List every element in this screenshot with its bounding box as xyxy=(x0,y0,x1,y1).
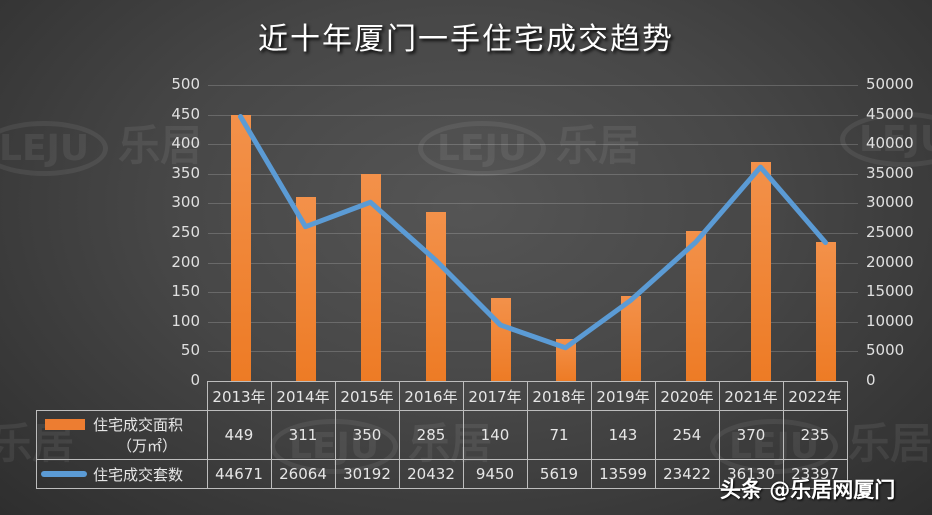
left-axis-tick: 0 xyxy=(190,371,200,389)
year-cell: 2016年 xyxy=(398,381,464,411)
gridline xyxy=(208,233,858,234)
bar-2014年 xyxy=(295,196,316,381)
year-cell: 2019年 xyxy=(590,381,656,411)
bar-2013年 xyxy=(230,115,251,381)
right-axis-tick: 40000 xyxy=(866,134,914,153)
left-axis-tick: 150 xyxy=(171,282,200,301)
gridline xyxy=(208,173,858,175)
year-cell: 2014年 xyxy=(270,381,336,411)
count-row: 住宅成交套数 44671 26064 30192 20432 9450 5619 13599… xyxy=(36,459,848,489)
data-table: 2013年 2014年 2015年 2016年 2017年 2018年 2019年 2020年… xyxy=(36,381,848,489)
area-cell: 370 xyxy=(718,410,784,460)
count-cell: 26064 xyxy=(270,459,336,489)
left-axis-tick: 250 xyxy=(171,223,200,241)
right-axis-tick: 25000 xyxy=(866,223,914,241)
bar-2015年 xyxy=(360,173,381,381)
right-axis-tick: 15000 xyxy=(866,282,914,301)
year-cell: 2013年 xyxy=(206,381,272,411)
right-axis-tick: 35000 xyxy=(866,163,914,182)
bar-2020年 xyxy=(685,230,706,381)
left-axis-tick: 200 xyxy=(171,252,200,271)
area-cell: 140 xyxy=(462,410,528,460)
right-axis-tick: 50000 xyxy=(866,75,914,93)
right-axis-tick: 10000 xyxy=(866,311,914,330)
count-cell: 36130 xyxy=(718,459,784,489)
area-row: 住宅成交面积 （万㎡） 449 311 350 285 140 71 143 254 370 23… xyxy=(36,410,848,460)
year-cell: 2021年 xyxy=(718,381,784,411)
gridline xyxy=(208,114,858,116)
area-cell: 71 xyxy=(526,410,592,460)
bar-2022年 xyxy=(815,241,836,381)
year-cell: 2015年 xyxy=(334,381,400,411)
left-axis-tick: 350 xyxy=(171,163,200,182)
left-axis-tick: 50 xyxy=(180,341,200,360)
left-axis-tick: 100 xyxy=(171,311,200,330)
year-cell: 2022年 xyxy=(782,381,848,411)
year-cell: 2017年 xyxy=(462,381,528,411)
count-cell: 9450 xyxy=(462,459,528,489)
line-swatch-icon xyxy=(41,471,87,477)
bar-2021年 xyxy=(750,161,771,381)
gridline xyxy=(208,262,858,264)
year-header-row: 2013年 2014年 2015年 2016年 2017年 2018年 2019年 2020年… xyxy=(36,381,848,411)
gridline xyxy=(208,292,858,294)
left-axis-tick: 300 xyxy=(171,193,200,212)
count-cell: 23397 xyxy=(782,459,848,489)
left-axis-tick: 450 xyxy=(171,104,200,123)
year-cell: 2018年 xyxy=(526,381,592,411)
count-cell: 5619 xyxy=(526,459,592,489)
watermark: LEJU xyxy=(840,112,932,167)
right-axis-tick: 30000 xyxy=(866,193,914,212)
count-cell: 23422 xyxy=(654,459,720,489)
plot-area xyxy=(208,85,858,381)
credit-watermark: 头条 @乐居网厦门 xyxy=(720,478,896,502)
gridline xyxy=(208,203,858,205)
area-cell: 285 xyxy=(398,410,464,460)
area-cell: 350 xyxy=(334,410,400,460)
line-series xyxy=(238,114,828,351)
left-axis-tick: 400 xyxy=(171,134,200,153)
area-cell: 143 xyxy=(590,410,656,460)
gridline xyxy=(208,85,858,86)
watermark: LEJU 乐居 xyxy=(0,112,202,176)
gridline xyxy=(208,351,858,353)
right-axis-tick: 0 xyxy=(866,371,876,389)
count-legend: 住宅成交套数 xyxy=(36,459,208,489)
count-cell: 44671 xyxy=(206,459,272,489)
area-cell: 254 xyxy=(654,410,720,460)
right-axis-tick: 20000 xyxy=(866,252,914,271)
bar-2019年 xyxy=(620,296,641,381)
bar-swatch-icon xyxy=(45,419,85,430)
area-cell: 449 xyxy=(206,410,272,460)
bar-2018年 xyxy=(555,338,576,381)
count-cell: 20432 xyxy=(398,459,464,489)
year-cell: 2020年 xyxy=(654,381,720,411)
area-cell: 311 xyxy=(270,410,336,460)
watermark: LEJU 乐居 xyxy=(418,112,640,176)
right-axis-tick: 45000 xyxy=(866,104,914,123)
count-cell: 13599 xyxy=(590,459,656,489)
gridline xyxy=(208,321,858,323)
area-cell: 235 xyxy=(782,410,848,460)
area-legend: 住宅成交面积 （万㎡） xyxy=(36,410,208,460)
gridline xyxy=(208,144,858,146)
right-axis-tick: 5000 xyxy=(866,341,905,360)
left-axis-tick: 500 xyxy=(171,75,200,93)
chart-title: 近十年厦门一手住宅成交趋势 xyxy=(258,22,674,57)
count-cell: 30192 xyxy=(334,459,400,489)
